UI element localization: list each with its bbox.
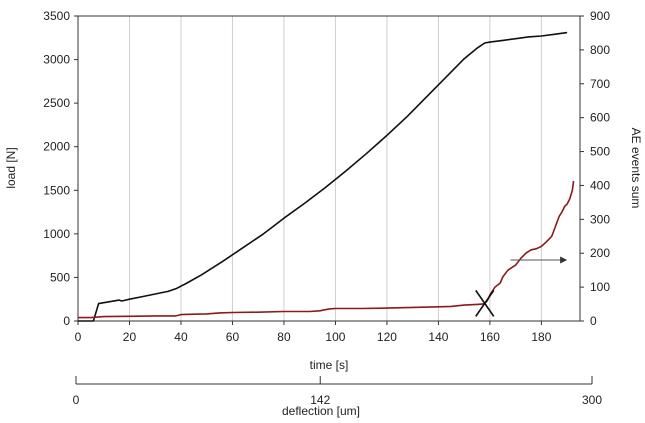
left-y-axis-title: load [N] — [4, 147, 18, 188]
left-y-tick-label: 3500 — [43, 9, 70, 23]
right-y-tick-label: 100 — [590, 280, 610, 294]
x-tick-label: 120 — [377, 330, 397, 344]
deflection-axis-ticks: 0 142 300 — [73, 376, 602, 407]
load-series-line — [78, 31, 568, 322]
deflection-tick-label: 300 — [582, 393, 602, 407]
right-y-tick-label: 200 — [590, 246, 610, 260]
x-tick-label: 100 — [325, 330, 345, 344]
left-y-tick-label: 3000 — [43, 53, 70, 67]
left-y-tick-label: 1500 — [43, 183, 70, 197]
right-y-axis-title: AE events sum — [629, 128, 643, 209]
right-y-tick-label: 900 — [590, 9, 610, 23]
ae-events-series-line — [78, 180, 575, 319]
right-y-tick-label: 300 — [590, 212, 610, 226]
left-y-tick-label: 1000 — [43, 227, 70, 241]
failure-cross-mark — [475, 289, 495, 317]
left-y-tick-label: 2500 — [43, 96, 70, 110]
left-y-tick-label: 0 — [63, 314, 70, 328]
x-tick-label: 180 — [531, 330, 551, 344]
deflection-axis-title: deflection [um] — [282, 404, 360, 418]
right-y-tick-label: 800 — [590, 43, 610, 57]
right-y-tick-label: 700 — [590, 77, 610, 91]
left-y-tick-label: 500 — [50, 270, 70, 284]
axis-arrow-head — [560, 256, 568, 264]
left-y-tick-label: 2000 — [43, 140, 70, 154]
right-y-tick-label: 400 — [590, 178, 610, 192]
grid-lines — [128, 16, 542, 321]
x-tick-label: 20 — [123, 330, 137, 344]
left-y-axis-ticks: 0 500 1000 1500 2000 2500 3000 3500 — [43, 9, 78, 328]
right-y-tick-label: 600 — [590, 111, 610, 125]
x-tick-label: 60 — [226, 330, 240, 344]
annotations — [475, 256, 568, 317]
x-tick-label: 40 — [174, 330, 188, 344]
deflection-tick-label: 142 — [310, 393, 330, 407]
x-axis-title: time [s] — [310, 358, 349, 372]
x-tick-label: 140 — [428, 330, 448, 344]
x-tick-label: 160 — [480, 330, 500, 344]
plot-area-frame — [77, 15, 581, 322]
x-tick-label: 0 — [75, 330, 82, 344]
right-y-tick-label: 500 — [590, 145, 610, 159]
right-y-tick-label: 0 — [590, 314, 597, 328]
series-layer — [78, 31, 575, 322]
right-y-axis-ticks: 0 100 200 300 400 500 600 700 800 900 — [580, 9, 610, 328]
x-axis-ticks: 0 20 40 60 80 100 120 140 160 180 — [75, 321, 552, 344]
x-tick-label: 80 — [277, 330, 291, 344]
deflection-tick-label: 0 — [73, 393, 80, 407]
